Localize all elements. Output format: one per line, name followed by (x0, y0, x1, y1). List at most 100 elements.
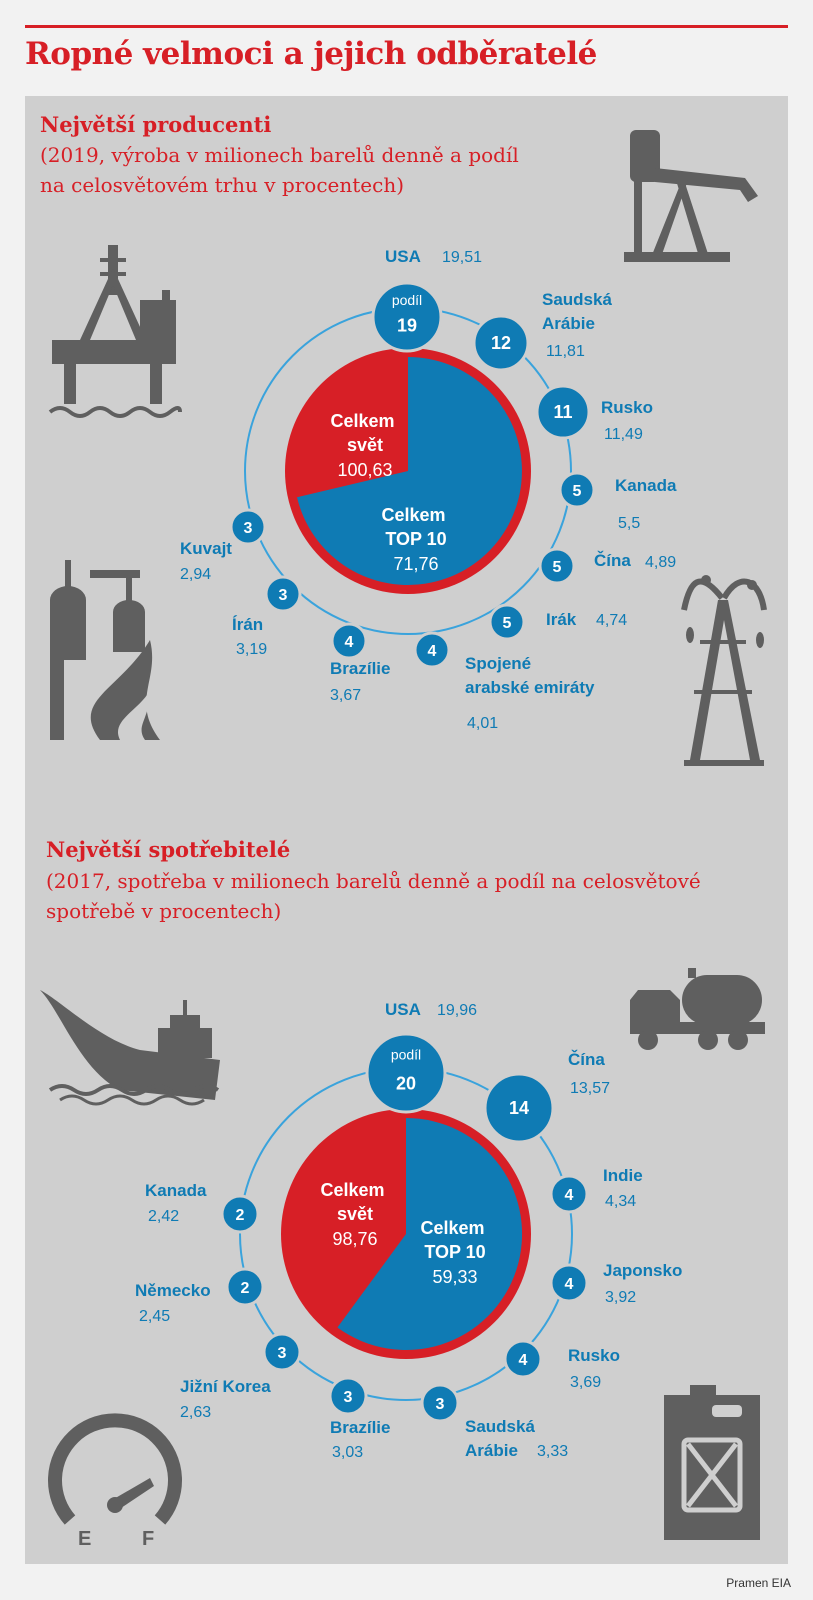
country-marker: 3 Jižní Korea 2,63 (180, 1332, 302, 1421)
country-marker: 4 Indie 4,34 (549, 1166, 643, 1214)
country-marker: 11 Rusko 11,49 (535, 384, 653, 443)
producers-subtitle: (2019, výroba v milionech barelů denně a… (40, 143, 519, 197)
country-marker: 12 Saudská Arábie 11,81 (472, 290, 612, 372)
country-value: 4,34 (605, 1193, 636, 1210)
share-bubble (558, 471, 596, 509)
share-bubble (225, 1267, 265, 1307)
oil-derrick-icon (681, 575, 767, 766)
gauge-empty-label: E (78, 1528, 91, 1550)
share-bubble (328, 1376, 368, 1416)
country-name: Brazílie (330, 1418, 390, 1437)
share-bubble (330, 622, 368, 660)
page-title: Ropné velmoci a jejich odběratelé (25, 36, 597, 72)
share-value: 3 (344, 1389, 353, 1406)
tank-truck-icon (630, 968, 765, 1050)
share-bubble (264, 575, 302, 613)
share-bubble (535, 384, 591, 440)
producers-total-label-line1: Celkem (330, 411, 394, 431)
share-bubble (488, 603, 526, 641)
country-marker: 5 Irák 4,74 (488, 603, 627, 641)
country-marker: 3 Kuvajt 2,94 (180, 508, 267, 583)
country-name: Kanada (145, 1181, 207, 1200)
country-name: Indie (603, 1166, 643, 1185)
share-value: 12 (491, 333, 511, 353)
share-bubble (365, 1032, 447, 1114)
country-value: 3,92 (605, 1289, 636, 1306)
country-value: 2,63 (180, 1404, 211, 1421)
country-name: USA (385, 247, 421, 266)
country-value: 13,57 (570, 1080, 610, 1097)
share-value: 2 (236, 1207, 245, 1224)
share-bubble (262, 1332, 302, 1372)
refinery-fire-icon (50, 560, 160, 740)
country-name: Irák (546, 610, 577, 629)
producers-chart: Celkem svět 100,63 Celkem TOP 10 71,76 p… (180, 247, 677, 732)
country-marker: 2 Kanada 2,42 (145, 1181, 260, 1234)
country-value: 2,45 (139, 1308, 170, 1325)
country-value: 3,03 (332, 1444, 363, 1461)
country-value: 4,01 (467, 715, 498, 732)
country-marker: 5 Čína 4,89 (538, 547, 676, 585)
share-value: 11 (553, 402, 572, 422)
country-name: Německo (135, 1281, 211, 1300)
consumers-total-label-line1: Celkem (320, 1180, 384, 1200)
country-name: Brazílie (330, 659, 390, 678)
country-name: Kuvajt (180, 539, 232, 558)
svg-text:Celkem svět: Celkem svět (330, 411, 399, 455)
consumers-top10-value: 59,33 (432, 1267, 477, 1287)
svg-text:Celkem svět: Celkem svět (320, 1180, 389, 1224)
share-value: 5 (573, 483, 582, 500)
producers-top10-label-line1: Celkem (381, 505, 445, 525)
share-value: 14 (509, 1098, 529, 1118)
share-caption: podíl (391, 1046, 421, 1062)
country-marker: podíl 19 USA 19,51 (371, 247, 482, 353)
share-value: 4 (428, 643, 437, 660)
country-marker: 14 Čína 13,57 (483, 1050, 610, 1144)
producers-total-value: 100,63 (337, 460, 392, 480)
gauge-full-label: F (142, 1528, 154, 1550)
country-name: Rusko (568, 1346, 620, 1365)
fuel-gauge-icon: E F (48, 1413, 182, 1550)
country-marker: 4 Spojené arabské emiráty 4,01 (413, 631, 595, 732)
country-name: Jižní Korea (180, 1377, 271, 1396)
share-bubble (503, 1339, 543, 1379)
country-marker: 2 Německo 2,45 (135, 1267, 265, 1325)
producers-top10-value: 71,76 (393, 554, 438, 574)
share-value: 5 (503, 615, 512, 632)
country-value: 2,42 (148, 1208, 179, 1225)
country-value: 2,94 (180, 566, 211, 583)
country-name: Saudská Arábie (465, 1417, 535, 1460)
svg-text:Celkem TOP 10: Celkem TOP 10 (381, 505, 450, 549)
consumers-top10-label-line1: Celkem (420, 1218, 484, 1238)
country-value: 3,19 (236, 641, 267, 658)
share-bubble (220, 1194, 260, 1234)
country-value: 3,69 (570, 1374, 601, 1391)
country-value: 3,33 (537, 1443, 568, 1460)
share-bubble (472, 314, 530, 372)
share-value: 3 (279, 587, 288, 604)
country-name: USA (385, 1000, 421, 1019)
share-value: 4 (345, 634, 354, 651)
country-name: Čína (594, 551, 631, 570)
country-value: 19,96 (437, 1002, 477, 1019)
svg-text:Celkem TOP 10: Celkem TOP 10 (420, 1218, 489, 1262)
jerrycan-icon (664, 1385, 760, 1540)
country-marker: 3 Írán 3,19 (232, 575, 302, 658)
country-name: Saudská Arábie (542, 290, 612, 333)
share-bubble (483, 1072, 555, 1144)
source-note: Pramen EIA (726, 1576, 791, 1590)
country-marker: 5 Kanada 5,5 (558, 471, 677, 532)
share-value: 4 (519, 1352, 528, 1369)
producers-top10-slice (297, 357, 522, 585)
share-bubble (420, 1383, 460, 1423)
country-name: Kanada (615, 476, 677, 495)
share-value: 3 (244, 520, 253, 537)
consumers-top10-slice (337, 1118, 523, 1350)
share-bubble (229, 508, 267, 546)
consumers-subtitle: (2017, spotřeba v milionech barelů denně… (46, 869, 701, 923)
share-caption: podíl (392, 292, 422, 308)
country-value: 11,49 (604, 426, 643, 443)
share-value: 2 (241, 1280, 250, 1297)
share-value: 20 (396, 1073, 416, 1093)
